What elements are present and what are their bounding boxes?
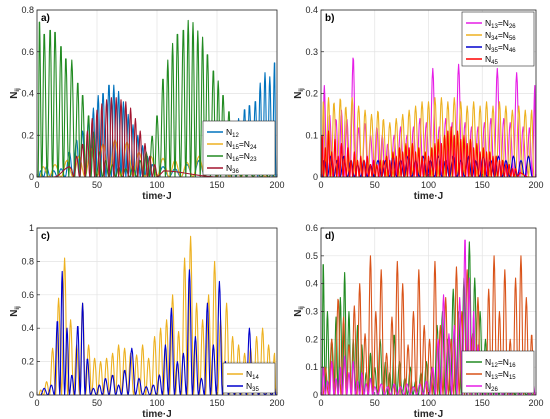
x-axis-label: time·J [414, 191, 443, 202]
x-tick-label: 150 [209, 398, 224, 408]
y-tick-label: 0.4 [21, 89, 34, 99]
x-tick-label: 200 [269, 398, 284, 408]
legend-entry: N12=N16 [485, 357, 516, 369]
legend-box [461, 11, 535, 67]
legend-entry: N13=N15 [485, 369, 516, 381]
legend-entry: N13=N26 [485, 18, 516, 30]
x-tick-label: 0 [34, 398, 39, 408]
legend-entry: N36 [226, 163, 239, 175]
x-tick-label: 50 [370, 398, 380, 408]
y-axis-label: Nij [9, 88, 21, 99]
panel-a: 0 50 100 150 20000.20.40.60.8time·JNija)N12N… [9, 5, 285, 202]
y-axis-label: Nij [293, 88, 305, 99]
y-tick-label: 0.1 [305, 362, 318, 372]
legend-entry: N35=N46 [485, 42, 516, 54]
y-tick-label: 0.2 [21, 357, 34, 367]
y-tick-label: 0.4 [305, 279, 318, 289]
panel-d: 0 50 100 150 200 0 0.1 0.2 0.3 0.4 0.5 0.6 time·J Nij… [293, 223, 544, 419]
y-tick-label: 0.6 [21, 290, 34, 300]
y-tick-label: 0.2 [21, 130, 34, 140]
series-line-4 [37, 97, 277, 177]
y-tick-label: 0 [313, 172, 318, 182]
panel-b: 0 50 100 150 200 0 0.1 0.2 0.3 0.4 time·J Nij b) N13=… [293, 5, 544, 202]
x-tick-label: 200 [528, 398, 543, 408]
legend-entry: N34=N56 [485, 30, 516, 42]
legend-entry: N15=N24 [226, 139, 257, 151]
y-axis-label: Nij [293, 306, 305, 317]
series-line-3 [321, 155, 536, 177]
x-tick-label: 50 [370, 180, 380, 190]
x-tick-label: 100 [149, 398, 164, 408]
x-tick-label: 100 [421, 180, 436, 190]
y-tick-label: 0 [313, 390, 318, 400]
panel-label: c) [41, 231, 50, 242]
x-axis-label: time·J [414, 409, 443, 419]
legend-entry: N26 [485, 381, 498, 393]
legend-entry: N12 [226, 127, 239, 139]
legend-box [222, 362, 276, 394]
y-tick-label: 0 [29, 390, 34, 400]
legend-entry: N35 [246, 381, 259, 393]
y-tick-label: 1 [29, 223, 34, 233]
x-tick-label: 150 [209, 180, 224, 190]
legend-entry: N16=N23 [226, 151, 257, 163]
x-tick-label: 50 [92, 398, 102, 408]
y-tick-label: 0.4 [305, 5, 318, 15]
y-tick-label: 0.8 [21, 5, 34, 15]
legend-entry: N14 [246, 369, 259, 381]
y-tick-label: 0 [29, 172, 34, 182]
y-tick-label: 0.4 [21, 323, 34, 333]
y-tick-label: 0.5 [305, 251, 318, 261]
panel-label: b) [325, 13, 334, 24]
y-tick-label: 0.2 [305, 334, 318, 344]
x-tick-label: 200 [528, 180, 543, 190]
series-line-4 [321, 126, 536, 177]
y-tick-label: 0.6 [21, 47, 34, 57]
x-tick-label: 0 [318, 180, 323, 190]
x-tick-label: 200 [269, 180, 284, 190]
series-line-2 [321, 255, 536, 395]
x-tick-label: 150 [475, 398, 490, 408]
x-tick-label: 100 [149, 180, 164, 190]
y-tick-label: 0.2 [305, 89, 318, 99]
x-axis-label: time·J [142, 191, 171, 202]
series-line-1 [321, 57, 536, 177]
x-tick-label: 50 [92, 180, 102, 190]
y-tick-label: 0.3 [305, 47, 318, 57]
y-tick-label: 0.3 [305, 307, 318, 317]
x-axis-label: time·J [142, 409, 171, 419]
y-axis-label: Nij [9, 306, 21, 317]
y-tick-label: 0.6 [305, 223, 318, 233]
x-tick-label: 0 [318, 398, 323, 408]
panel-c: 0 50 100 150 200 0 0.2 0.4 0.6 0.8 1 time·J Nij c) N14… [9, 223, 285, 419]
y-tick-label: 0.8 [21, 256, 34, 266]
panel-label: a) [41, 13, 50, 24]
y-tick-label: 0.1 [305, 130, 318, 140]
legend-box [202, 120, 276, 176]
x-tick-label: 0 [34, 180, 39, 190]
panel-label: d) [325, 231, 334, 242]
series-line-2 [321, 97, 536, 177]
x-tick-label: 100 [421, 398, 436, 408]
x-tick-label: 150 [475, 180, 490, 190]
legend-entry: N45 [485, 54, 498, 66]
series-line-1 [37, 235, 277, 395]
series-group [321, 57, 536, 177]
